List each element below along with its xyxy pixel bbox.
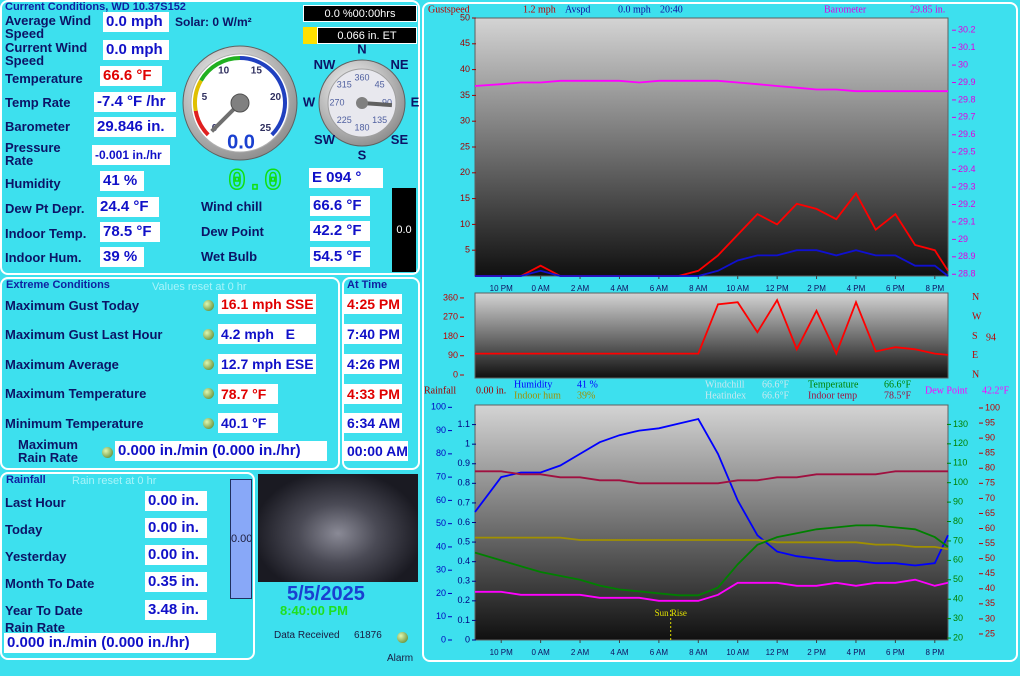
value: 41 % <box>100 171 144 191</box>
label: Maximum Average <box>5 357 119 372</box>
value: 78.7 °F <box>218 384 278 404</box>
label: Maximum Gust Today <box>5 298 140 313</box>
label: Maximum Rain Rate <box>18 437 78 465</box>
label: Yesterday <box>5 549 67 564</box>
panel-title: Current Conditions, WD 10.37S152 <box>5 1 186 13</box>
label: Humidity <box>5 176 61 191</box>
alarm-label: Alarm <box>387 653 414 664</box>
time: 4:25 PM <box>344 294 402 314</box>
label: Last Hour <box>5 495 66 510</box>
value: 0.00 in. <box>145 518 207 538</box>
label: Dew Pt Depr. <box>5 201 85 216</box>
date: 5/5/2025 <box>287 583 365 605</box>
value: 4.2 mph E <box>218 324 316 344</box>
label: Indoor Temp. <box>5 226 87 241</box>
indicator <box>203 418 214 429</box>
value: 0.00 in. <box>145 491 207 511</box>
label: Maximum Temperature <box>5 386 147 401</box>
value: 66.6 °F <box>310 196 370 216</box>
wind-direction: E 094 ° <box>309 168 383 188</box>
label: Year To Date <box>5 603 83 618</box>
value: 29.846 in. <box>94 117 176 137</box>
value: 39 % <box>100 247 144 267</box>
label: Temperature <box>5 71 83 86</box>
note: Values reset at 0 hr <box>152 281 247 293</box>
note: Rain reset at 0 hr <box>72 475 157 487</box>
received-label: Data Received <box>274 630 340 641</box>
label: Current Wind Speed <box>5 40 88 68</box>
panel-title: At Time <box>347 279 388 291</box>
label: Barometer <box>5 119 71 134</box>
value: 24.4 °F <box>97 197 159 217</box>
panel-title: Extreme Conditions <box>6 279 110 291</box>
rainfall-panel <box>0 472 255 660</box>
solar: Solar: 0 W/m² <box>175 15 252 29</box>
value: -7.4 °F /hr <box>94 92 176 112</box>
time: 4:26 PM <box>344 354 402 374</box>
value: -0.001 in./hr <box>92 145 170 165</box>
label: Maximum Gust Last Hour <box>5 327 163 342</box>
value: 66.6 °F <box>100 66 162 86</box>
time: 6:34 AM <box>344 413 402 433</box>
label: Dew Point <box>201 224 264 239</box>
label: Today <box>5 522 43 537</box>
label: Month To Date <box>5 576 95 591</box>
time: 4:33 PM <box>344 384 402 404</box>
alarm-light <box>397 632 408 643</box>
indicator <box>203 329 214 340</box>
value: 0.00 in. <box>145 545 207 565</box>
panel-title: Rainfall <box>6 474 46 486</box>
rain-bar: 0.00 <box>230 479 252 599</box>
et: 0.066 in. ET <box>317 27 417 44</box>
indicator <box>102 447 113 458</box>
time: 7:40 PM <box>344 324 402 344</box>
value: 0.0 mph <box>103 40 169 60</box>
et-indicator <box>303 27 317 44</box>
received: 61876 <box>354 630 382 641</box>
indicator <box>203 300 214 311</box>
label: Minimum Temperature <box>5 416 144 431</box>
label: Average Wind Speed <box>5 13 92 41</box>
graphs-panel <box>422 2 1018 662</box>
time: 00:00 AM <box>344 441 408 461</box>
rain-status: 0.0 %00:00hrs <box>303 5 417 22</box>
value: 16.1 mph SSE <box>218 294 316 314</box>
label: Indoor Hum. <box>5 250 82 265</box>
value: 12.7 mph ESE <box>218 354 316 374</box>
webcam-image <box>258 474 418 582</box>
level-bar: 0.0 <box>392 188 416 272</box>
label: Wet Bulb <box>201 249 258 264</box>
value: 0.000 in./min (0.000 in./hr) <box>4 633 216 653</box>
value: 0.0 mph <box>103 12 169 32</box>
value: 3.48 in. <box>145 600 207 620</box>
time: 8:40:00 PM <box>280 603 348 618</box>
value: 42.2 °F <box>310 221 370 241</box>
label: Wind chill <box>201 199 263 214</box>
value: 54.5 °F <box>310 247 370 267</box>
value: 0.35 in. <box>145 572 207 592</box>
value: 40.1 °F <box>218 413 278 433</box>
label: Pressure Rate <box>5 140 61 168</box>
label: Rain Rate <box>5 620 65 635</box>
indicator <box>203 388 214 399</box>
value: 78.5 °F <box>100 222 160 242</box>
indicator <box>203 359 214 370</box>
label: Temp Rate <box>5 95 71 110</box>
value: 0.000 in./min (0.000 in./hr) <box>115 441 327 461</box>
